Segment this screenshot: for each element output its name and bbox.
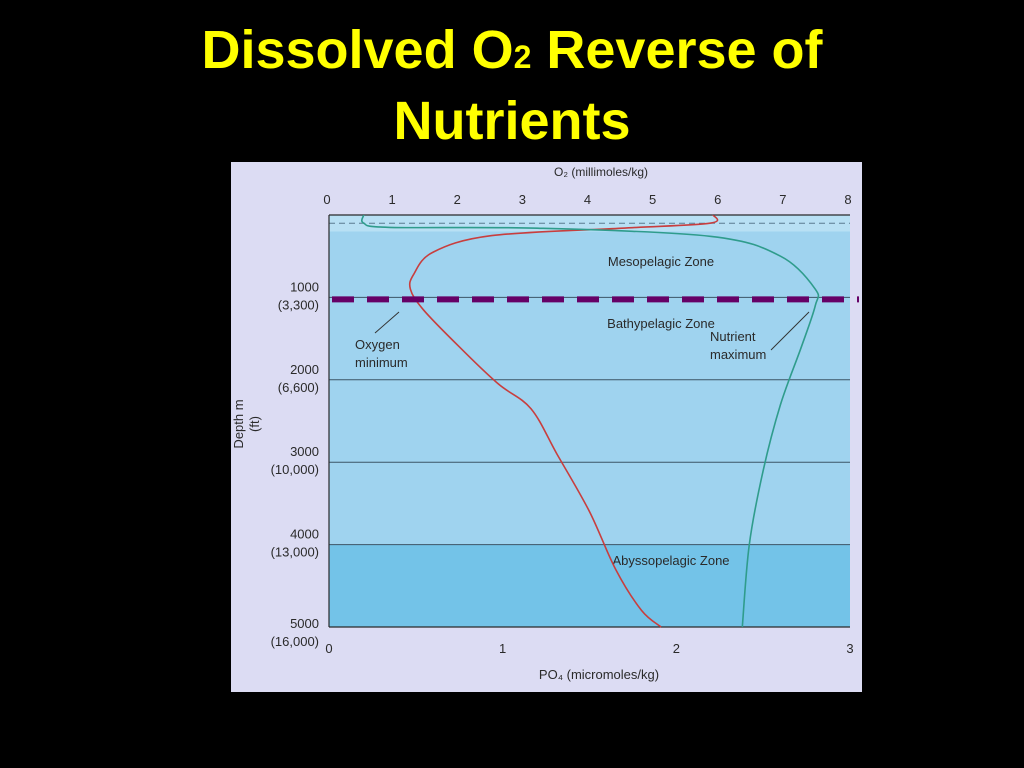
zone-label-abyssopelagic-zone: Abyssopelagic Zone <box>612 553 729 568</box>
slide-title: Dissolved O2 Reverse of Nutrients <box>0 18 1024 153</box>
axes-layer: O₂ (millimoles/kg) PO₄ (micromoles/kg) D… <box>231 165 854 682</box>
zone-mesopelagic-zone <box>329 231 850 298</box>
y-tick-label-m-5000: 5000 <box>290 616 319 631</box>
top-axis-label: O₂ (millimoles/kg) <box>554 165 648 179</box>
y-axis-label-line1: Depth m <box>231 399 246 448</box>
title-subscript: 2 <box>513 39 532 75</box>
bottom-tick-label-0: 0 <box>325 641 332 656</box>
title-part-2: Reverse of <box>531 20 823 80</box>
annotation-layer: Oxygen minimum Nutrient maximum <box>355 311 810 370</box>
y-tick-label-m-2000: 2000 <box>290 362 319 377</box>
bottom-tick-label-2: 2 <box>673 641 680 656</box>
title-part-1: Dissolved O <box>201 20 514 80</box>
top-tick-label-7: 7 <box>779 192 786 207</box>
y-tick-label-ft-2000: (6,600) <box>278 380 319 395</box>
top-tick-label-1: 1 <box>389 192 396 207</box>
bottom-tick-label-1: 1 <box>499 641 506 656</box>
zone-label-mesopelagic-zone: Mesopelagic Zone <box>608 254 714 269</box>
title-line-2: Nutrients <box>393 91 631 151</box>
y-tick-label-m-3000: 3000 <box>290 444 319 459</box>
oxygen-minimum-pointer <box>374 311 400 334</box>
top-tick-label-6: 6 <box>714 192 721 207</box>
top-tick-label-4: 4 <box>584 192 591 207</box>
oxygen-minimum-label-line2: minimum <box>355 355 408 370</box>
profile-chart: Mesopelagic Zone Bathypelagic Zone Abyssop… <box>231 162 862 692</box>
top-tick-label-8: 8 <box>844 192 851 207</box>
y-tick-label-ft-4000: (13,000) <box>271 545 319 560</box>
bottom-tick-label-3: 3 <box>846 641 853 656</box>
nutrient-maximum-label-line2: maximum <box>710 347 766 362</box>
y-tick-label-m-1000: 1000 <box>290 279 319 294</box>
series-po4-line <box>361 214 820 628</box>
zones-layer: Mesopelagic Zone Bathypelagic Zone Abyssop… <box>329 215 850 627</box>
nutrient-maximum-pointer <box>770 311 810 351</box>
oxygen-minimum-label-line1: Oxygen <box>355 337 400 352</box>
top-tick-label-2: 2 <box>454 192 461 207</box>
y-tick-label-m-4000: 4000 <box>290 527 319 542</box>
top-tick-label-3: 3 <box>519 192 526 207</box>
zone-label-bathypelagic-zone: Bathypelagic Zone <box>607 316 715 331</box>
zone-abyssopelagic-zone <box>329 544 850 627</box>
y-axis-label-line2: (ft) <box>247 416 262 432</box>
y-tick-label-ft-5000: (16,000) <box>271 634 319 649</box>
y-axis-label: Depth m (ft) <box>231 399 262 448</box>
top-tick-label-5: 5 <box>649 192 656 207</box>
nutrient-maximum-label-line1: Nutrient <box>710 329 756 344</box>
y-tick-label-ft-1000: (3,300) <box>278 297 319 312</box>
title-line-1: Dissolved O2 Reverse of <box>0 18 1024 89</box>
bottom-axis-label: PO₄ (micromoles/kg) <box>539 667 659 682</box>
top-tick-label-0: 0 <box>323 192 330 207</box>
zone-bathypelagic-zone <box>329 297 850 545</box>
series-layer <box>332 214 859 628</box>
oceanographic-profile-figure: Mesopelagic Zone Bathypelagic Zone Abyssop… <box>231 162 862 692</box>
y-tick-label-ft-3000: (10,000) <box>271 462 319 477</box>
